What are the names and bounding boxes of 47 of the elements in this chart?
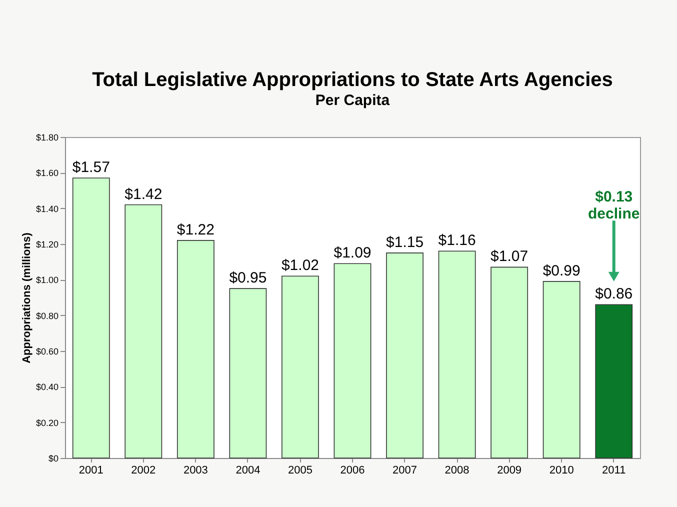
data-label: $1.09 (334, 244, 372, 262)
bar (229, 288, 267, 458)
x-tick-label: 2009 (497, 464, 522, 476)
bar (72, 178, 110, 458)
bar (386, 252, 424, 458)
x-tick-label: 2007 (392, 464, 418, 476)
x-tick-label: 2008 (444, 464, 470, 476)
data-label: $1.42 (124, 186, 162, 203)
data-label: $1.22 (176, 221, 214, 238)
y-tick-label: $0.60 (36, 346, 58, 356)
bar (334, 263, 372, 458)
y-tick-label: $0 (48, 454, 58, 464)
x-tick-label: 2004 (236, 464, 260, 476)
bar (124, 204, 162, 458)
y-tick-label: $0.40 (36, 382, 58, 392)
x-tick-label: 2002 (131, 464, 156, 476)
bar (595, 304, 633, 458)
data-label: $0.99 (542, 262, 580, 280)
x-tick-label: 2010 (549, 464, 574, 476)
x-tick-label: 2011 (602, 464, 626, 476)
bar (542, 281, 580, 458)
bar (438, 250, 476, 458)
x-tick-label: 2006 (340, 464, 365, 476)
y-tick-label: $0.80 (36, 310, 58, 321)
bar (490, 266, 528, 458)
y-tick-label: $0.20 (36, 418, 58, 428)
bar (176, 240, 214, 458)
data-label: $1.07 (490, 248, 528, 266)
x-tick-label: 2003 (183, 464, 208, 476)
data-label: $1.02 (281, 257, 319, 274)
data-label: $1.57 (72, 159, 110, 176)
data-label: $0.86 (595, 286, 633, 303)
data-label: $1.15 (386, 234, 424, 251)
chart-subtitle: Per Capita (315, 92, 390, 109)
y-tick-label: $1.80 (36, 132, 58, 142)
y-axis-title: Appropriations (millions) (20, 232, 33, 364)
y-tick-label: $1.20 (36, 240, 58, 250)
data-label: $0.95 (229, 270, 267, 287)
x-tick-label: 2001 (78, 464, 104, 476)
bar (282, 276, 319, 458)
y-tick-label: $1.00 (36, 275, 58, 286)
x-tick-label: 2005 (288, 464, 312, 476)
y-tick-label: $1.60 (36, 168, 58, 178)
data-label: $1.16 (438, 232, 476, 250)
chart-title: Total Legislative Appropriations to State Arts Agencies (92, 69, 613, 91)
annotation: $0.13 decline (588, 188, 640, 223)
y-tick-label: $1.40 (36, 204, 58, 214)
